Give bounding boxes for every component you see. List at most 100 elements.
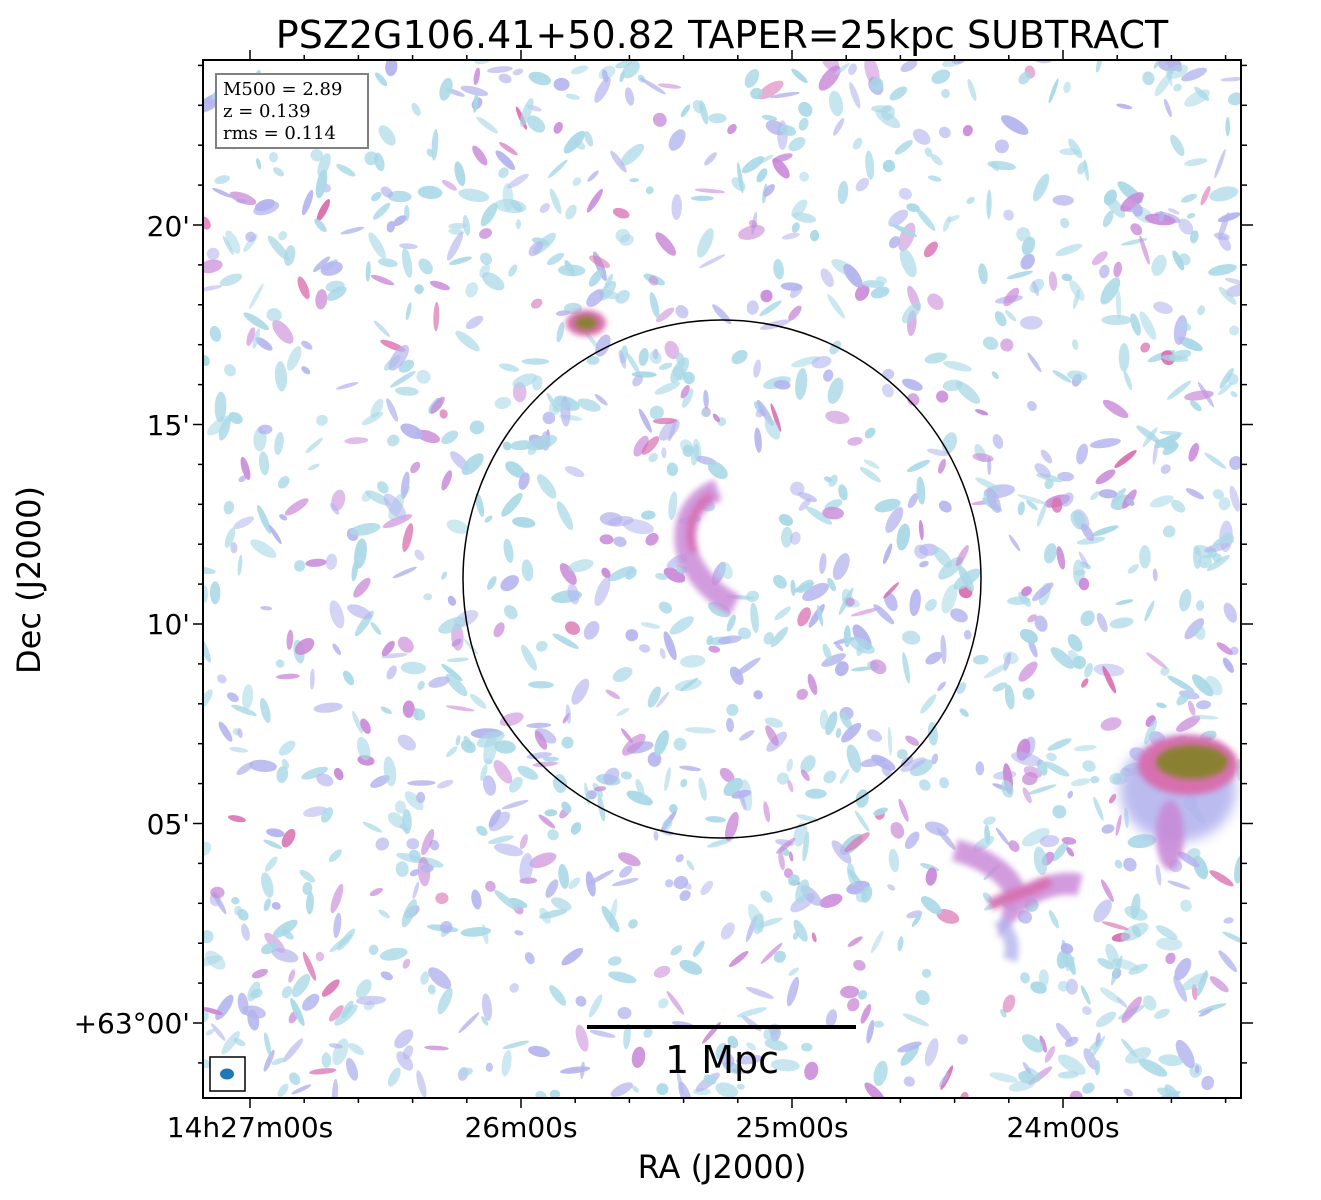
noise-blob [1078,577,1090,591]
noise-blob [309,668,315,690]
noise-blob [638,408,652,433]
noise-blob [395,386,419,396]
noise-blob [679,765,701,772]
noise-blob [233,516,254,530]
noise-blob [441,571,447,580]
y-axis-label: Dec (J2000) [10,486,48,674]
noise-blob [873,807,888,816]
noise-blob [1118,342,1130,372]
noise-blob [778,851,785,871]
noise-blob [1230,391,1238,398]
noise-blob [238,475,247,483]
chart-title: PSZ2G106.41+50.82 TAPER=25kpc SUBTRACT [276,13,1169,57]
noise-blob [697,228,714,258]
noise-blob [661,447,667,459]
noise-blob [420,863,434,873]
noise-blob [1216,642,1233,655]
noise-blob [963,629,972,640]
noise-blob [789,284,803,299]
noise-blob [658,998,669,1009]
noise-blob [257,504,272,534]
noise-blob [871,754,896,771]
noise-blob [983,816,996,826]
noise-blob [203,355,210,366]
noise-blob [802,831,810,862]
noise-blob [827,294,845,319]
noise-blob [832,118,845,136]
noise-blob [406,838,420,850]
noise-blob [900,757,926,772]
noise-blob [731,1068,747,1074]
noise-blob [214,175,230,185]
noise-blob [1139,235,1150,265]
noise-blob [776,772,789,785]
noise-blob [1225,117,1230,137]
noise-blob [378,909,390,919]
noise-blob [852,137,863,150]
noise-blob [508,897,528,909]
noise-blob [857,990,868,1000]
noise-blob [326,286,347,301]
noise-blob [1191,714,1219,720]
noise-blob [1164,1084,1181,1098]
noise-blob [1220,77,1241,82]
x-tick-label: 26m00s [464,1111,577,1144]
noise-blob [843,263,863,288]
noise-blob [901,301,922,324]
noise-blob [256,158,262,170]
noise-blob [975,761,985,776]
noise-blob [1132,203,1143,217]
noise-blob [643,1028,653,1038]
noise-blob [1151,254,1167,276]
noise-blob [1140,342,1151,353]
noise-blob [653,830,659,841]
noise-blob [675,305,689,319]
noise-blob [680,778,688,788]
noise-blob [424,1045,449,1051]
noise-blob [217,674,227,684]
noise-blob [494,740,516,754]
noise-blob [1162,525,1176,538]
noise-blob [251,968,268,979]
noise-blob [708,113,727,124]
noise-blob [756,154,774,165]
noise-blob [930,154,943,166]
noise-blob [528,1045,550,1058]
noise-blob [991,162,1000,172]
noise-blob [355,979,372,999]
noise-blob [1039,835,1060,848]
noise-blob [739,730,755,741]
noise-blob [242,684,254,710]
noise-blob [399,824,408,832]
noise-blob [626,790,653,806]
noise-blob [1104,194,1126,218]
noise-blob [819,893,843,908]
noise-blob [612,667,633,682]
noise-blob [864,1082,886,1098]
noise-blob [632,374,643,387]
noise-blob [773,379,791,390]
noise-blob [1178,218,1194,235]
noise-blob [279,514,288,521]
noise-blob [224,364,236,377]
noise-blob [568,877,581,890]
noise-blob [994,139,1009,154]
noise-blob [1078,551,1089,568]
noise-blob [612,207,630,219]
noise-blob [663,631,677,661]
noise-blob [822,643,832,661]
noise-blob [354,538,367,569]
noise-blob [218,417,231,441]
noise-blob [301,766,328,780]
noise-blob [610,150,627,173]
noise-blob [674,679,702,692]
noise-blob [203,955,223,968]
noise-blob [1144,600,1155,622]
noise-blob [402,958,411,969]
noise-blob [765,725,779,746]
noise-blob [379,947,408,961]
noise-blob [727,1035,739,1049]
source-southeast-filament [951,839,1083,963]
scale-bar: 1 Mpc [587,1025,856,1082]
noise-blob [266,308,282,322]
